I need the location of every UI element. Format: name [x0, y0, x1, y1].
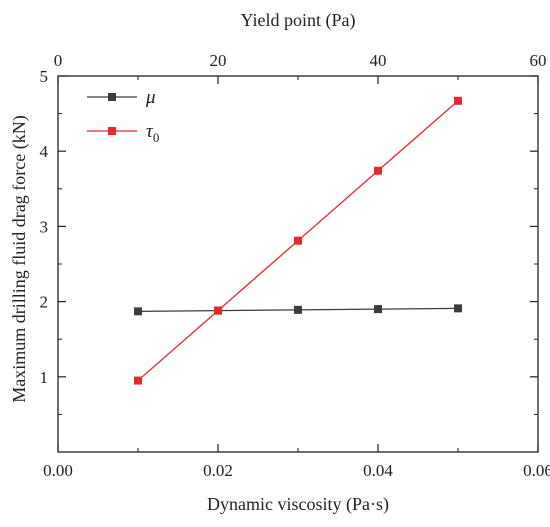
x-tick-label: 0.04	[363, 461, 393, 480]
plot-border	[57, 75, 539, 453]
series-group	[134, 96, 462, 385]
x-tick-label: 0.00	[43, 461, 73, 480]
legend-label: μ	[145, 87, 156, 108]
data-point	[134, 376, 142, 385]
top-tick-label: 20	[210, 51, 227, 70]
legend-marker	[108, 127, 116, 135]
x-tick-label: 0.02	[203, 461, 233, 480]
tick-marks	[57, 75, 539, 452]
y-tick-label: 4	[40, 142, 49, 161]
legend-marker	[108, 93, 116, 101]
data-point	[214, 306, 222, 315]
top-tick-label: 0	[54, 51, 63, 70]
y-axis-title: Maximum drilling fluid drag force (kN)	[9, 115, 30, 402]
y-tick-label: 3	[40, 217, 49, 236]
legend: μ τ0	[87, 87, 159, 145]
data-point	[374, 305, 382, 314]
data-point	[294, 305, 302, 314]
top-axis-title: Yield point (Pa)	[241, 10, 356, 31]
x-axis-title: Dynamic viscosity (Pa·s)	[207, 494, 389, 515]
plot-frame	[57, 75, 539, 453]
data-point	[374, 166, 382, 175]
y-tick-label: 2	[40, 293, 49, 312]
top-tick-label: 40	[370, 51, 387, 70]
data-point	[454, 304, 462, 313]
legend-label: τ0	[146, 121, 159, 145]
top-tick-label: 60	[530, 51, 547, 70]
tick-labels: 0.00 0.02 0.04 0.06 0 20 40 60 1 2 3 4 5	[40, 51, 550, 480]
data-point	[294, 236, 302, 245]
data-point	[454, 96, 462, 105]
data-point	[134, 307, 142, 316]
y-tick-label: 5	[40, 67, 49, 86]
y-tick-label: 1	[40, 368, 49, 387]
x-tick-label: 0.06	[523, 461, 550, 480]
